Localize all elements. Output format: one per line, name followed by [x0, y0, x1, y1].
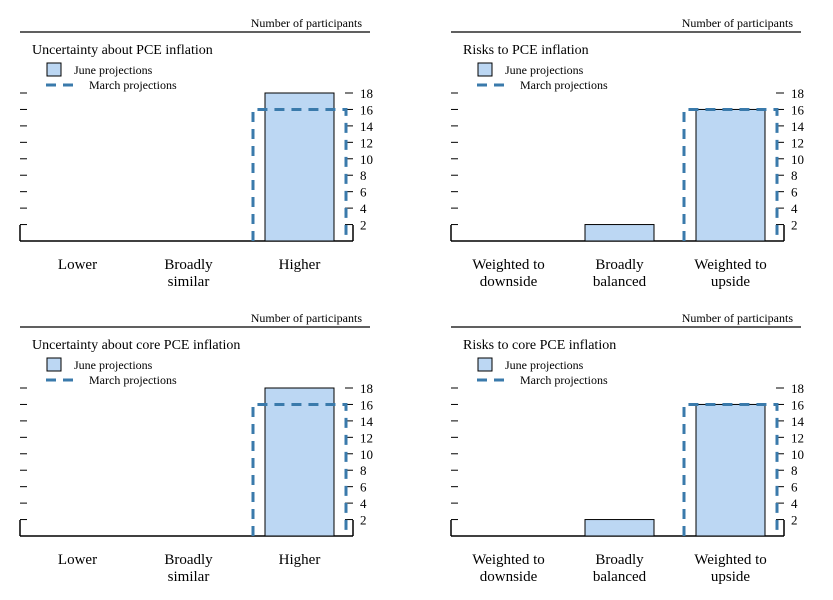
bar-march	[251, 107, 348, 241]
x-tick-label: upside	[711, 274, 751, 290]
y-tick-label: 12	[791, 430, 804, 445]
legend-label-june: June projections	[505, 63, 584, 77]
legend-label-march: March projections	[520, 78, 608, 92]
chart-title: Risks to PCE inflation	[463, 43, 589, 58]
chart-title: Uncertainty about core PCE inflation	[32, 338, 240, 353]
legend-label-march: March projections	[89, 373, 177, 387]
units-label: Number of participants	[682, 16, 794, 30]
y-tick-label: 6	[791, 480, 798, 495]
y-tick-label: 8	[360, 463, 367, 478]
x-tick-label: downside	[480, 569, 538, 585]
y-tick-label: 18	[791, 86, 804, 101]
legend-label-march: March projections	[89, 78, 177, 92]
chart-title: Uncertainty about PCE inflation	[32, 43, 213, 58]
units-label: Number of participants	[251, 311, 363, 325]
bar-june	[695, 403, 766, 537]
y-tick-label: 8	[791, 168, 798, 183]
units-label: Number of participants	[682, 311, 794, 325]
bar-march	[682, 402, 779, 536]
chart-panel-4: Number of participants Risks to core PCE …	[450, 311, 805, 585]
y-tick-label: 10	[791, 152, 804, 167]
bar-march	[682, 107, 779, 241]
x-tick-label: Broadly	[595, 552, 644, 568]
legend-label-june: June projections	[74, 358, 153, 372]
legend-swatch-june	[46, 62, 62, 77]
bar-june	[584, 224, 655, 242]
legend-label-june: June projections	[74, 63, 153, 77]
y-tick-label: 4	[360, 496, 367, 511]
x-tick-label: Higher	[279, 257, 321, 273]
units-label: Number of participants	[251, 16, 363, 30]
legend-label-march: March projections	[520, 373, 608, 387]
y-tick-label: 6	[791, 185, 798, 200]
x-tick-label: Weighted to	[472, 257, 545, 273]
y-tick-label: 14	[791, 119, 805, 134]
y-tick-label: 14	[791, 414, 805, 429]
y-tick-label: 4	[791, 201, 798, 216]
y-tick-label: 12	[791, 135, 804, 150]
x-tick-label: Broadly	[164, 552, 213, 568]
y-tick-label: 2	[791, 513, 798, 528]
y-tick-label: 16	[360, 397, 374, 412]
legend-label-june: June projections	[505, 358, 584, 372]
x-tick-label: balanced	[593, 569, 647, 585]
x-tick-label: similar	[168, 569, 210, 585]
x-tick-label: similar	[168, 274, 210, 290]
y-tick-label: 2	[360, 513, 367, 528]
x-tick-label: Weighted to	[694, 257, 767, 273]
y-tick-label: 8	[360, 168, 367, 183]
x-tick-label: balanced	[593, 274, 647, 290]
y-tick-label: 2	[791, 218, 798, 233]
legend-swatch-june	[46, 357, 62, 372]
y-tick-label: 10	[360, 447, 373, 462]
bar-march	[251, 402, 348, 536]
x-tick-label: Lower	[58, 552, 97, 568]
y-tick-label: 8	[791, 463, 798, 478]
y-tick-label: 6	[360, 480, 367, 495]
chart-panel-3: Number of participants Uncertainty about …	[19, 311, 374, 585]
x-tick-label: Broadly	[595, 257, 644, 273]
x-tick-label: Higher	[279, 552, 321, 568]
y-tick-label: 18	[360, 381, 373, 396]
chart-panel-2: Number of participants Risks to PCE infla…	[450, 16, 805, 290]
bar-june	[264, 92, 335, 242]
y-tick-label: 16	[360, 102, 374, 117]
y-tick-label: 16	[791, 397, 805, 412]
y-tick-label: 4	[791, 496, 798, 511]
chart-title: Risks to core PCE inflation	[463, 338, 616, 353]
x-tick-label: Broadly	[164, 257, 213, 273]
y-tick-label: 16	[791, 102, 805, 117]
bar-june	[264, 387, 335, 537]
bar-june	[584, 519, 655, 537]
y-tick-label: 2	[360, 218, 367, 233]
x-tick-label: downside	[480, 274, 538, 290]
bar-june	[695, 108, 766, 242]
y-tick-label: 4	[360, 201, 367, 216]
y-tick-label: 14	[360, 414, 374, 429]
y-tick-label: 18	[791, 381, 804, 396]
legend-swatch-june	[477, 357, 493, 372]
chart-panel-1: Number of participants Uncertainty about …	[19, 16, 374, 290]
y-tick-label: 10	[791, 447, 804, 462]
y-tick-label: 14	[360, 119, 374, 134]
y-tick-label: 12	[360, 135, 373, 150]
y-tick-label: 10	[360, 152, 373, 167]
x-tick-label: Weighted to	[694, 552, 767, 568]
x-tick-label: Lower	[58, 257, 97, 273]
x-tick-label: Weighted to	[472, 552, 545, 568]
x-tick-label: upside	[711, 569, 751, 585]
y-tick-label: 12	[360, 430, 373, 445]
legend-swatch-june	[477, 62, 493, 77]
y-tick-label: 18	[360, 86, 373, 101]
y-tick-label: 6	[360, 185, 367, 200]
